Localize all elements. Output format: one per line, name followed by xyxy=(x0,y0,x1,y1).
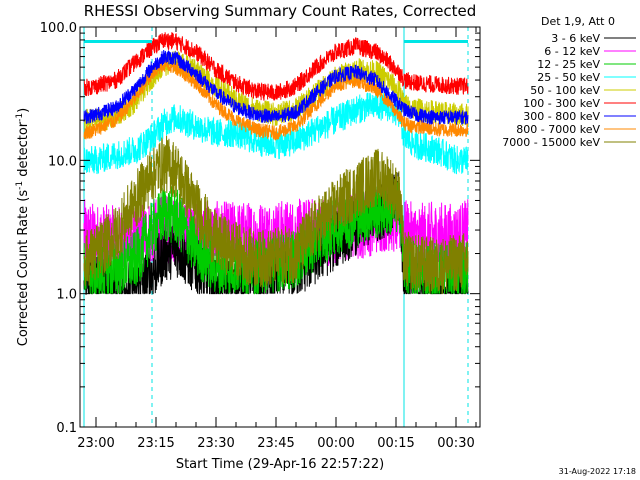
legend-header: Det 1,9, Att 0 xyxy=(541,15,615,28)
y-tick-label: 100.0 xyxy=(40,21,77,36)
y-tick-label: 0.1 xyxy=(56,421,77,436)
x-tick-label: 23:30 xyxy=(197,436,234,451)
timestamp: 31-Aug-2022 17:18 xyxy=(559,467,636,476)
series-line xyxy=(83,135,469,295)
y-tick-label: 1.0 xyxy=(56,288,77,303)
tick-labels: 100.0 10.0 1.0 0.123:00 23:15 23:30 23:45 00:00… xyxy=(40,21,475,451)
legend-label: 25 - 50 keV xyxy=(537,71,600,84)
night-bar xyxy=(404,40,468,43)
legend-label: 100 - 300 keV xyxy=(523,97,600,110)
legend-item: 3 - 6 keV xyxy=(551,32,636,45)
x-tick-label: 23:15 xyxy=(137,436,174,451)
legend-label: 50 - 100 keV xyxy=(530,84,600,97)
y-tick-label: 10.0 xyxy=(48,154,77,169)
series-7000-15000-kev xyxy=(83,135,469,295)
axes xyxy=(79,26,481,428)
series-line xyxy=(83,32,469,101)
x-tick-label: 00:15 xyxy=(377,436,414,451)
x-tick-label: 23:00 xyxy=(77,436,114,451)
legend-item: 300 - 800 keV xyxy=(523,110,636,123)
axes-frame xyxy=(79,26,481,428)
x-tick-label: 23:45 xyxy=(257,436,294,451)
legend-item: 50 - 100 keV xyxy=(530,84,636,97)
series-300-800-kev xyxy=(83,49,469,126)
legend-label: 6 - 12 keV xyxy=(544,45,600,58)
x-tick-label: 00:00 xyxy=(317,436,354,451)
legend-label: 12 - 25 keV xyxy=(537,58,600,71)
legend-item: 100 - 300 keV xyxy=(523,97,636,110)
legend-item: 7000 - 15000 keV xyxy=(502,136,636,149)
x-axis-label: Start Time (29-Apr-16 22:57:22) xyxy=(176,457,384,472)
legend-item: 12 - 25 keV xyxy=(537,58,636,71)
legend-label: 7000 - 15000 keV xyxy=(502,136,600,149)
chart-title: RHESSI Observing Summary Count Rates, Co… xyxy=(84,2,477,20)
legend-label: 800 - 7000 keV xyxy=(516,123,600,136)
legend-item: 800 - 7000 keV xyxy=(516,123,636,136)
legend-item: 6 - 12 keV xyxy=(544,45,636,58)
series-line xyxy=(83,49,469,126)
night-bars xyxy=(84,40,468,43)
legend-label: 3 - 6 keV xyxy=(551,32,600,45)
series-line xyxy=(83,59,469,141)
legend-label: 300 - 800 keV xyxy=(523,110,600,123)
night-bar xyxy=(84,40,152,43)
x-tick-label: 00:30 xyxy=(437,436,474,451)
series-100-300-kev xyxy=(83,32,469,101)
y-axis-label: Corrected Count Rate (s-1 detector-1) xyxy=(15,108,31,346)
legend-item: 25 - 50 keV xyxy=(537,71,636,84)
series-layer xyxy=(83,32,469,296)
series-800-7000-kev xyxy=(83,59,469,141)
